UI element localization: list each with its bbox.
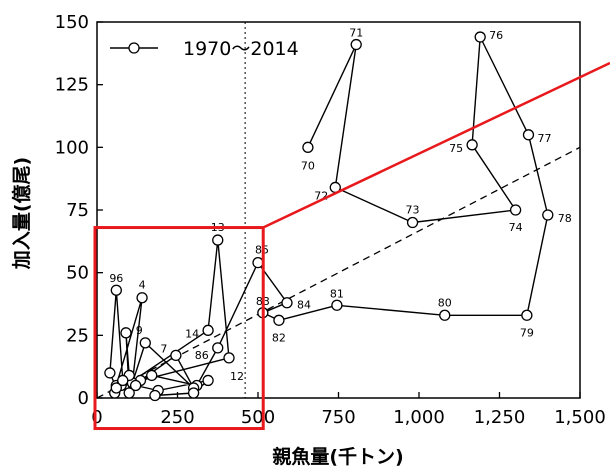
data-point-marker xyxy=(139,337,151,349)
data-point-label: 75 xyxy=(449,142,463,155)
axes: 0 250 500 750 1,000 1,250 1,500 0 25 50 75 100 125 15… xyxy=(55,12,606,428)
y-tick-label: 25 xyxy=(66,325,89,346)
y-tick-label: 150 xyxy=(55,12,89,33)
data-point-marker xyxy=(202,324,214,336)
legend: 1970〜2014 xyxy=(110,38,299,60)
data-point-marker xyxy=(146,369,158,382)
data-point-label: 84 xyxy=(297,299,311,312)
plot-frame xyxy=(96,21,581,399)
y-tick-label: 125 xyxy=(55,75,89,96)
y-axis-title: 加入量(億尾) xyxy=(10,157,33,270)
data-point-marker xyxy=(202,374,214,387)
data-point-label: 14 xyxy=(185,327,199,340)
y-tick-label: 75 xyxy=(66,200,89,221)
legend-label: 1970〜2014 xyxy=(183,38,299,60)
x-tick-label: 1,250 xyxy=(474,407,526,428)
data-point-marker xyxy=(117,374,129,387)
data-point-marker xyxy=(212,234,224,246)
legend-marker xyxy=(128,42,140,54)
data-point-label: 7 xyxy=(160,342,167,355)
data-point-label: 79 xyxy=(520,326,534,339)
data-point-marker xyxy=(331,299,343,311)
data-point-marker xyxy=(110,284,122,296)
x-tick-label: 0 xyxy=(91,407,102,428)
x-tick-label: 750 xyxy=(321,407,355,428)
highlight-connector-line xyxy=(262,61,610,229)
data-point-label: 73 xyxy=(406,204,420,217)
data-point-marker xyxy=(406,216,419,229)
data-point-label: 96 xyxy=(109,272,123,285)
x-axis-title: 親魚量(千トン) xyxy=(272,445,403,468)
y-tick-label: 100 xyxy=(55,137,89,158)
data-point-marker xyxy=(281,297,293,309)
data-point-label: 78 xyxy=(558,212,572,225)
data-point-label: 9 xyxy=(136,324,143,337)
highlight-box xyxy=(93,226,265,431)
data-point-marker xyxy=(223,352,235,364)
data-point-marker xyxy=(252,256,264,269)
x-tick-label: 500 xyxy=(241,407,275,428)
data-point-marker xyxy=(273,314,285,326)
data-point-label: 82 xyxy=(272,331,286,344)
y-tick-label: 0 xyxy=(78,388,89,409)
data-point-marker xyxy=(110,382,122,394)
plot-area xyxy=(96,21,581,399)
data-point-label: 81 xyxy=(330,287,344,300)
data-point-marker xyxy=(466,139,478,151)
reference-lines xyxy=(96,22,581,399)
data-point-label: 70 xyxy=(301,159,315,172)
data-point-label: 80 xyxy=(438,296,452,309)
x-tick-label: 1,000 xyxy=(393,407,445,428)
x-tick-label: 250 xyxy=(160,407,194,428)
data-point-label: 12 xyxy=(230,370,244,383)
data-point-marker xyxy=(170,349,182,362)
data-point-marker xyxy=(149,389,161,402)
data-point-marker xyxy=(129,379,142,392)
data-point-marker xyxy=(187,387,200,399)
data-point-label: 4 xyxy=(139,279,146,292)
series-line xyxy=(109,36,549,397)
data-point-marker xyxy=(120,327,132,339)
data-point-marker xyxy=(212,342,224,354)
data-point-label: 77 xyxy=(537,132,551,145)
data-point-marker xyxy=(136,292,148,304)
data-point-marker xyxy=(509,204,522,216)
data-point-label: 71 xyxy=(349,27,363,40)
data-point-marker xyxy=(542,209,554,221)
highlight-overlay xyxy=(93,61,610,431)
data-point-marker xyxy=(302,141,314,153)
data-point-label: 86 xyxy=(195,349,209,362)
data-point-marker xyxy=(522,129,535,141)
data-point-marker xyxy=(474,31,486,43)
data-point-marker xyxy=(350,38,362,51)
data-point-marker xyxy=(104,367,116,379)
x-tick-label: 1,500 xyxy=(554,407,606,428)
data-point-label: 76 xyxy=(489,29,503,42)
data-point-marker xyxy=(521,309,533,321)
data-point-marker xyxy=(439,309,451,321)
data-point-marker xyxy=(123,387,135,399)
data-point-label: 74 xyxy=(509,221,523,234)
y-tick-label: 50 xyxy=(66,263,89,284)
